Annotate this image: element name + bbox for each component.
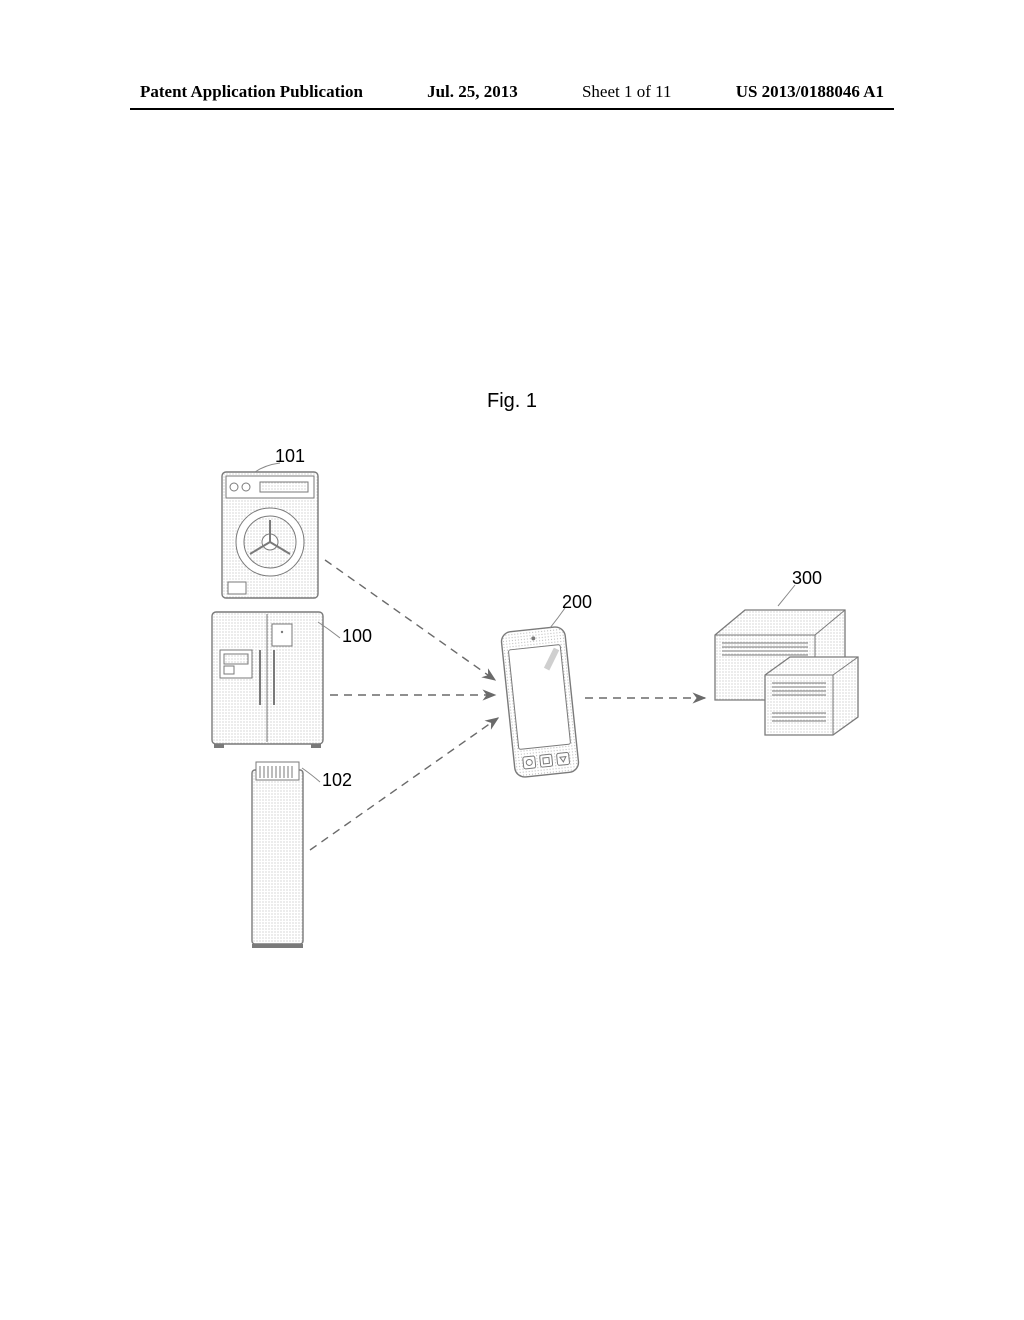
header-rule: [130, 108, 894, 110]
ref-200: 200: [562, 592, 592, 613]
publication-label: Patent Application Publication: [140, 82, 363, 102]
publication-date: Jul. 25, 2013: [427, 82, 518, 102]
page-header: Patent Application Publication Jul. 25, …: [0, 82, 1024, 102]
ref-100: 100: [342, 626, 372, 647]
ref-102: 102: [322, 770, 352, 791]
figure-label: Fig. 1: [487, 390, 537, 413]
sheet-indicator: Sheet 1 of 11: [582, 82, 672, 102]
ref-101: 101: [275, 446, 305, 467]
ref-leaders: [190, 450, 870, 970]
ref-300: 300: [792, 568, 822, 589]
publication-number: US 2013/0188046 A1: [736, 82, 884, 102]
figure-1-diagram: 101 100 102 200 300: [190, 450, 870, 970]
